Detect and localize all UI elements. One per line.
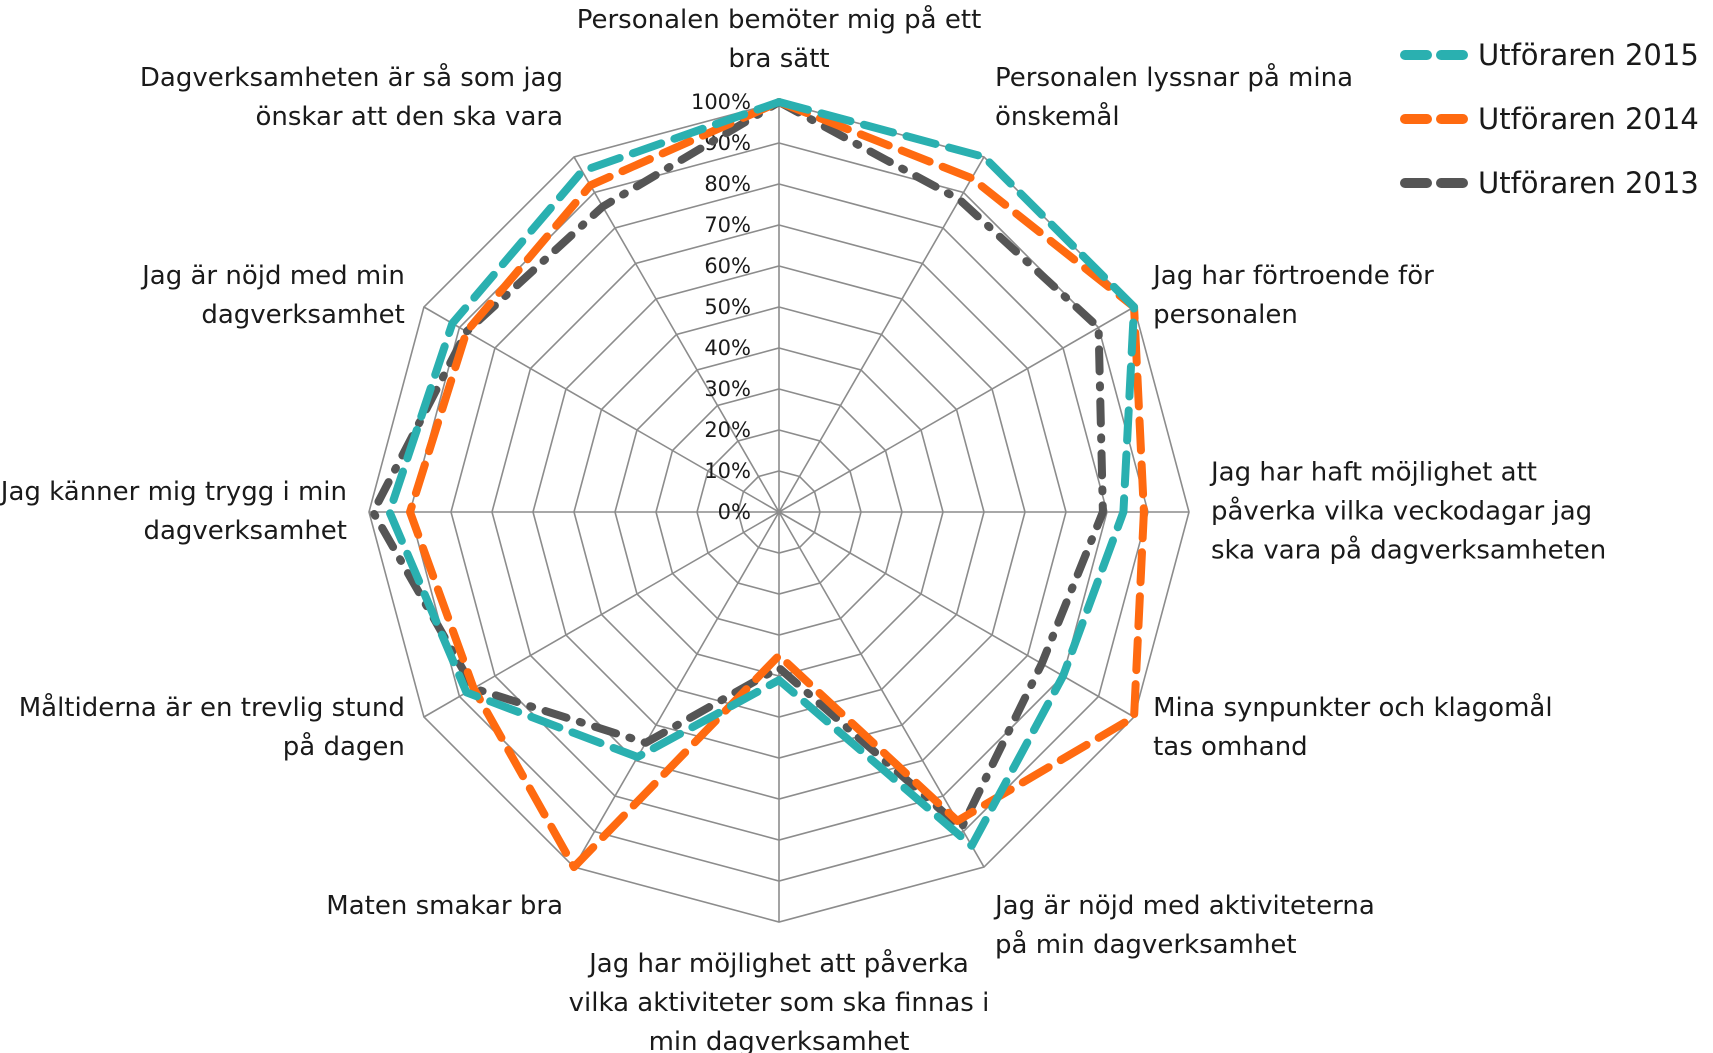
category-label: Personalen bemöter mig på ett bra sätt — [577, 4, 982, 74]
legend-label: Utföraren 2013 — [1478, 166, 1699, 200]
category-label: Jag har möjlighet att påverka vilka aktiv… — [569, 948, 990, 1053]
category-label-line: Jag känner mig trygg i min — [0, 477, 347, 507]
tick-label: 80% — [704, 172, 751, 196]
category-label-line: Personalen lyssnar på mina — [995, 62, 1353, 93]
category-label-line: Maten smakar bra — [326, 891, 563, 921]
category-label-line: bra sätt — [728, 44, 829, 74]
series-line — [385, 98, 1139, 850]
category-labels: Personalen bemöter mig på ett bra sättPer… — [0, 4, 1606, 1053]
category-label-line: min dagverksamhet — [649, 1027, 910, 1053]
category-label-line: Dagverksamheten är så som jag — [140, 62, 563, 93]
series-line — [369, 98, 1107, 833]
category-label-line: Måltiderna är en trevlig stund — [19, 692, 405, 723]
data-series — [369, 98, 1148, 872]
category-label: Jag har förtroende för personalen — [1151, 261, 1434, 330]
category-label-line: dagverksamhet — [201, 300, 405, 330]
grid-spoke — [778, 511, 985, 868]
series-line — [406, 98, 1148, 872]
tick-label: 50% — [704, 295, 751, 319]
tick-label: 20% — [704, 418, 751, 442]
category-label-line: påverka vilka veckodagar jag — [1211, 496, 1592, 527]
radar-grid — [368, 101, 1190, 923]
category-label-line: vilka aktiviteter som ska finnas i — [569, 988, 990, 1018]
category-label-line: önskar att den ska vara — [255, 102, 563, 132]
category-label-line: Jag är nöjd med min — [140, 261, 405, 291]
category-label-line: Jag har möjlighet att påverka — [587, 948, 969, 979]
category-label: Dagverksamheten är så som jag önskar att … — [140, 62, 563, 132]
tick-label: 0% — [718, 500, 751, 524]
legend: Utföraren 2015 Utföraren 2014 Utföraren 20… — [1400, 38, 1699, 200]
grid-spoke — [573, 511, 780, 868]
category-label-line: Mina synpunkter och klagomål — [1153, 692, 1552, 723]
category-label-line: ska vara på dagverksamheten — [1211, 535, 1606, 566]
category-label-line: på dagen — [283, 731, 405, 762]
grid-spoke — [423, 511, 780, 718]
category-label-line: önskemål — [995, 101, 1120, 132]
category-label: Jag är nöjd med aktiviteterna på min dagv… — [993, 891, 1375, 960]
category-label: Mina synpunkter och klagomål tas omhand — [1153, 692, 1552, 762]
grid-spoke — [778, 156, 985, 513]
tick-label: 70% — [704, 213, 751, 237]
category-label-line: dagverksamhet — [143, 516, 347, 546]
category-label: Jag känner mig trygg i min dagverksamhet — [0, 477, 347, 546]
category-label-line: på min dagverksamhet — [995, 929, 1297, 960]
legend-label: Utföraren 2015 — [1478, 38, 1699, 72]
tick-label: 10% — [704, 459, 751, 483]
tick-label: 100% — [691, 90, 751, 114]
legend-label: Utföraren 2014 — [1478, 102, 1699, 136]
category-label: Jag är nöjd med min dagverksamhet — [140, 261, 405, 330]
category-label: Jag har haft möjlighet att påverka vilka … — [1209, 458, 1606, 566]
radial-tick-labels: 0%10%20%30%40%50%60%70%80%90%100% — [691, 90, 751, 524]
tick-label: 30% — [704, 377, 751, 401]
grid-spoke — [778, 306, 1135, 513]
grid-spoke — [573, 156, 780, 513]
category-label: Maten smakar bra — [326, 891, 563, 921]
tick-label: 60% — [704, 254, 751, 278]
category-label: Personalen lyssnar på mina önskemål — [995, 62, 1353, 132]
category-label-line: Jag har förtroende för — [1151, 261, 1434, 291]
category-label-line: personalen — [1153, 300, 1298, 330]
category-label-line: tas omhand — [1153, 732, 1308, 762]
category-label-line: Jag har haft möjlighet att — [1209, 458, 1537, 488]
grid-spoke — [778, 511, 1135, 718]
grid-spoke — [423, 306, 780, 513]
tick-label: 40% — [704, 336, 751, 360]
category-label-line: Personalen bemöter mig på ett — [577, 4, 982, 35]
category-label-line: Jag är nöjd med aktiviteterna — [993, 891, 1375, 921]
category-label: Måltiderna är en trevlig stund på dagen — [19, 692, 405, 762]
